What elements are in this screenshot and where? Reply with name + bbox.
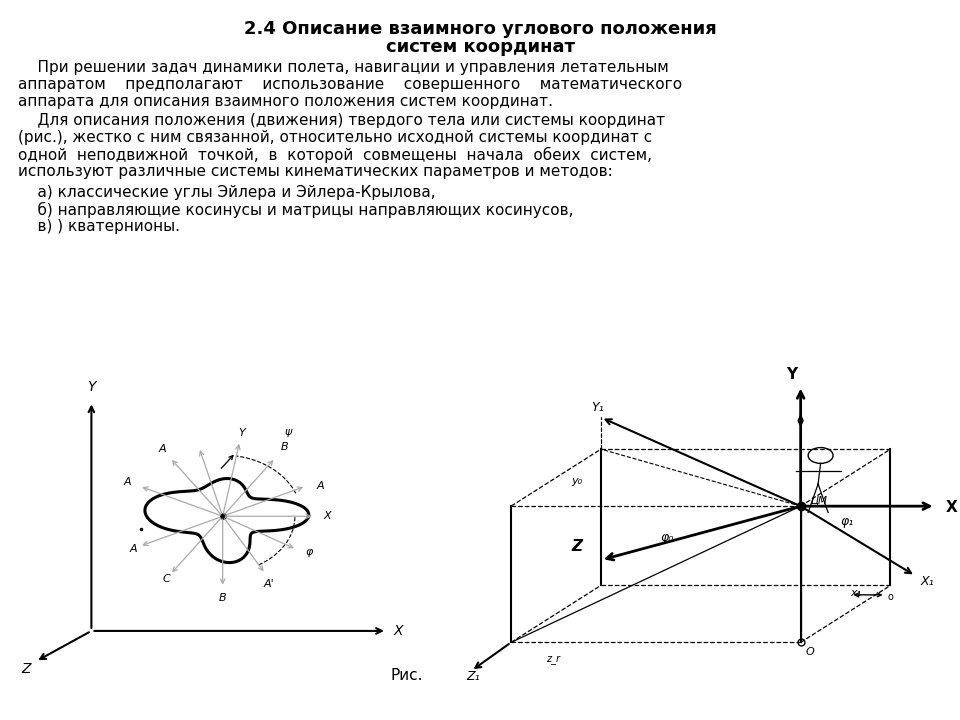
Text: в) ) кватернионы.: в) ) кватернионы. xyxy=(18,219,180,234)
Text: X: X xyxy=(324,511,331,521)
Text: O: O xyxy=(805,647,814,657)
Text: Y: Y xyxy=(238,428,245,438)
Text: Для описания положения (движения) твердого тела или системы координат: Для описания положения (движения) твердо… xyxy=(18,113,665,128)
Text: ψ: ψ xyxy=(285,427,292,437)
Text: A': A' xyxy=(264,579,275,589)
Text: z_r: z_r xyxy=(546,654,560,665)
Text: систем координат: систем координат xyxy=(386,38,574,56)
Text: C: C xyxy=(162,574,170,584)
Text: A: A xyxy=(124,477,132,487)
Text: x₁: x₁ xyxy=(851,588,862,598)
Text: φ₀: φ₀ xyxy=(660,531,674,544)
Text: ЦМ: ЦМ xyxy=(810,495,828,505)
Text: y₀: y₀ xyxy=(571,476,582,486)
Text: Y: Y xyxy=(87,380,96,394)
Text: X₁: X₁ xyxy=(921,575,934,588)
Text: аппарата для описания взаимного положения систем координат.: аппарата для описания взаимного положени… xyxy=(18,94,553,109)
Text: (рис.), жестко с ним связанной, относительно исходной системы координат с: (рис.), жестко с ним связанной, относите… xyxy=(18,130,652,145)
Text: а) классические углы Эйлера и Эйлера-Крылова,: а) классические углы Эйлера и Эйлера-Кры… xyxy=(18,185,436,200)
Text: Z₁: Z₁ xyxy=(467,670,480,683)
Text: X: X xyxy=(946,500,957,516)
Text: o: o xyxy=(888,592,894,602)
Text: 2.4 Описание взаимного углового положения: 2.4 Описание взаимного углового положени… xyxy=(244,20,716,38)
Text: Y₁: Y₁ xyxy=(591,401,604,414)
Text: B: B xyxy=(281,442,289,452)
Text: Y: Y xyxy=(785,367,797,382)
Text: φ: φ xyxy=(306,547,313,557)
Text: аппаратом    предполагают    использование    совершенного    математического: аппаратом предполагают использование сов… xyxy=(18,77,683,92)
Text: A: A xyxy=(130,544,137,554)
Text: Z: Z xyxy=(21,662,31,676)
Text: При решении задач динамики полета, навигации и управления летательным: При решении задач динамики полета, навиг… xyxy=(18,60,669,75)
Text: используют различные системы кинематических параметров и методов:: используют различные системы кинематичес… xyxy=(18,164,612,179)
Text: A: A xyxy=(316,481,324,491)
Text: Рис.: Рис. xyxy=(390,668,422,683)
Text: одной  неподвижной  точкой,  в  которой  совмещены  начала  обеих  систем,: одной неподвижной точкой, в которой совм… xyxy=(18,147,652,163)
Text: X: X xyxy=(394,624,403,638)
Text: б) направляющие косинусы и матрицы направляющих косинусов,: б) направляющие косинусы и матрицы напра… xyxy=(18,202,573,218)
Text: Z: Z xyxy=(571,539,582,554)
Text: B: B xyxy=(219,593,227,603)
Text: A: A xyxy=(158,444,166,454)
Text: φ₁: φ₁ xyxy=(841,516,853,528)
